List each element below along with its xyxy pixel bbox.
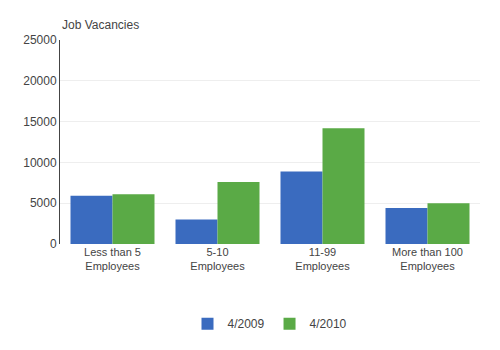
- svg-text:4/2009: 4/2009: [228, 317, 265, 331]
- svg-text:More than 100Employees: More than 100Employees: [392, 246, 463, 272]
- svg-text:5000: 5000: [30, 196, 57, 210]
- svg-text:11-99Employees: 11-99Employees: [295, 246, 350, 272]
- svg-text:Job Vacancies: Job Vacancies: [62, 18, 139, 32]
- svg-text:Less than 5Employees: Less than 5Employees: [84, 246, 141, 272]
- svg-text:25000: 25000: [23, 33, 57, 47]
- svg-text:4/2010: 4/2010: [310, 317, 347, 331]
- svg-text:20000: 20000: [23, 74, 57, 88]
- svg-text:5-10Employees: 5-10Employees: [190, 246, 245, 272]
- svg-text:10000: 10000: [23, 156, 57, 170]
- svg-text:15000: 15000: [23, 115, 57, 129]
- svg-text:0: 0: [50, 237, 57, 251]
